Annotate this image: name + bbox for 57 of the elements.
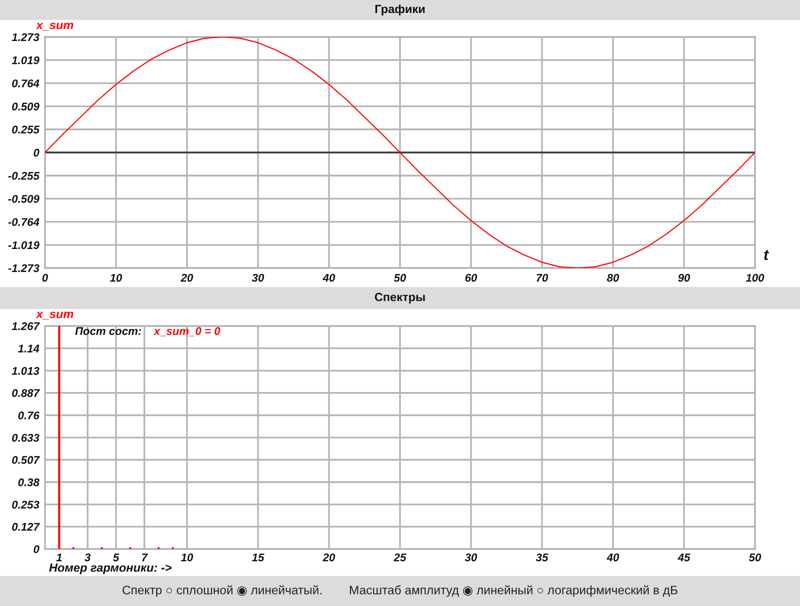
y-tick-label: -0.764 — [8, 218, 40, 226]
x-tick-label: 35 — [536, 553, 548, 562]
x-tick-label: 100 — [746, 274, 764, 282]
y-tick-label: 0.255 — [12, 126, 40, 134]
x-tick-label: 80 — [606, 274, 620, 282]
x-tick-label: 20 — [180, 274, 194, 282]
line-series — [45, 37, 755, 268]
x-tick-label: 5 — [113, 554, 120, 562]
y-tick-label: -1.273 — [8, 264, 40, 272]
x-tick-label: 1 — [56, 554, 62, 562]
y-tick-label: 0.253 — [12, 500, 40, 509]
x-tick-label: 60 — [465, 274, 478, 282]
y-tick-label: 0.76 — [18, 412, 40, 420]
y-axis-title: x_sum — [36, 22, 74, 30]
x-tick-label: 40 — [606, 553, 620, 562]
x-tick-label: 30 — [252, 274, 264, 282]
y-tick-label: -0.509 — [8, 194, 40, 203]
x-tick-label: 25 — [394, 553, 406, 562]
y-tick-label: -1.019 — [8, 241, 40, 250]
y-tick-label: 0.38 — [18, 478, 40, 486]
text: Спектр ○ сплошной ◉ линейчатый. — [122, 585, 322, 597]
annotation: Пост сост: — [75, 327, 142, 335]
y-tick-label: 0.887 — [12, 389, 40, 398]
x-tick-label: 15 — [252, 554, 264, 562]
x-tick-label: 3 — [84, 553, 91, 562]
x-tick-label: 7 — [142, 554, 148, 562]
x-tick-label: 45 — [678, 554, 690, 562]
x-tick-label: 90 — [678, 274, 690, 282]
x-tick-label: 10 — [110, 274, 122, 282]
y-tick-label: 1.013 — [12, 366, 40, 375]
y-tick-label: 0.633 — [12, 434, 40, 442]
y-tick-label: 0 — [34, 148, 40, 157]
y-tick-label: 0.507 — [12, 456, 40, 464]
y-tick-label: 0.764 — [12, 79, 40, 88]
y-tick-label: 0.127 — [12, 522, 40, 531]
x-tick-label: 20 — [322, 553, 336, 562]
x-tick-label: 0 — [42, 274, 48, 282]
y-tick-label: 1.267 — [12, 322, 40, 330]
y-tick-label: 1.019 — [12, 56, 40, 64]
text: Масштаб амплитуд ◉ линейный ○ логарифмический в дБ — [350, 585, 678, 597]
chart-title: Графики — [375, 4, 425, 16]
y-tick-label: 1.14 — [18, 344, 40, 352]
x-tick-label: 10 — [181, 553, 194, 562]
chart-title: Спектры — [374, 292, 425, 304]
y-tick-label: 0 — [34, 545, 40, 554]
x-tick-label: 30 — [464, 553, 478, 562]
x-tick-label: 50 — [748, 553, 762, 562]
x-tick-label: 70 — [536, 274, 548, 282]
y-tick-label: 1.273 — [12, 33, 40, 42]
y-axis-title: x_sum — [36, 312, 74, 320]
x-axis-title: t — [764, 250, 770, 260]
x-tick-label: 50 — [394, 274, 406, 282]
y-tick-label: -0.255 — [8, 172, 40, 180]
x-tick-label: 40 — [322, 274, 336, 282]
y-tick-label: 0.509 — [12, 102, 40, 110]
x-axis-title: Номер гармоники: -> — [49, 564, 172, 574]
annotation: x_sum_0 = 0 — [153, 327, 220, 336]
